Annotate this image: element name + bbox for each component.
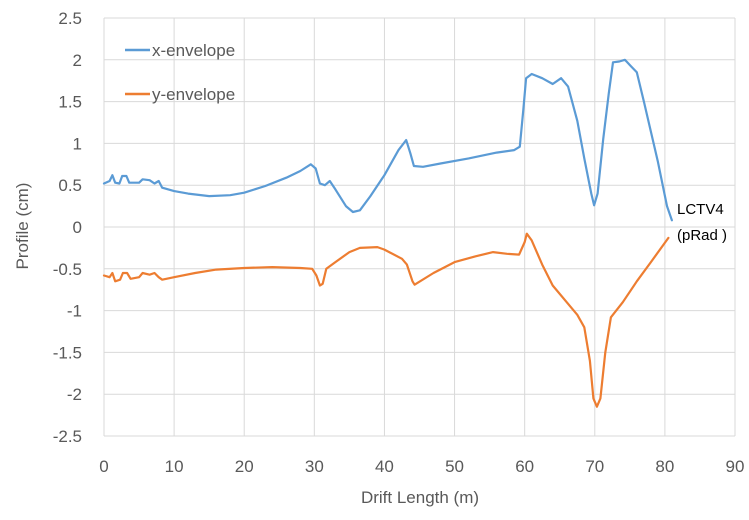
legend: x-envelope y-envelope	[125, 41, 235, 104]
legend-label-x-envelope: x-envelope	[152, 41, 235, 60]
x-tick-label: 40	[375, 457, 394, 476]
y-tick-label: -1.5	[53, 343, 82, 362]
x-tick-label: 70	[585, 457, 604, 476]
legend-label-y-envelope: y-envelope	[152, 85, 235, 104]
series-line-y-envelope	[102, 232, 670, 408]
x-tick-label: 20	[235, 457, 254, 476]
y-tick-label: -2	[67, 385, 82, 404]
series-line-x-envelope	[102, 58, 673, 222]
y-tick-label: 2.5	[58, 9, 82, 28]
x-axis-ticks: 0 10 20 30 40 50 60 70 80 90	[99, 457, 744, 476]
x-tick-label: 30	[305, 457, 324, 476]
legend-item-y-envelope: y-envelope	[125, 85, 235, 104]
series-lines	[102, 58, 673, 408]
y-tick-label: -1	[67, 302, 82, 321]
annotation-line-1: LCTV4	[677, 201, 724, 218]
y-tick-label: -0.5	[53, 260, 82, 279]
lctv4-annotation: LCTV4 (pRad )	[677, 201, 727, 244]
x-tick-label: 0	[99, 457, 108, 476]
y-tick-label: 1.5	[58, 93, 82, 112]
x-tick-label: 10	[165, 457, 184, 476]
x-tick-label: 80	[655, 457, 674, 476]
y-tick-label: -2.5	[53, 427, 82, 446]
legend-item-x-envelope: x-envelope	[125, 41, 235, 60]
annotation-line-2: (pRad )	[677, 227, 727, 244]
y-tick-label: 0.5	[58, 176, 82, 195]
x-tick-label: 50	[445, 457, 464, 476]
y-tick-label: 1	[73, 134, 82, 153]
x-tick-label: 60	[515, 457, 534, 476]
y-axis-title: Profile (cm)	[13, 183, 32, 270]
y-tick-label: 2	[73, 51, 82, 70]
x-tick-label: 90	[726, 457, 745, 476]
y-axis-ticks: 2.5 2 1.5 1 0.5 0 -0.5 -1 -1.5 -2 -2.5	[53, 9, 82, 446]
y-tick-label: 0	[73, 218, 82, 237]
x-axis-title: Drift Length (m)	[361, 488, 479, 507]
grid	[103, 17, 736, 437]
